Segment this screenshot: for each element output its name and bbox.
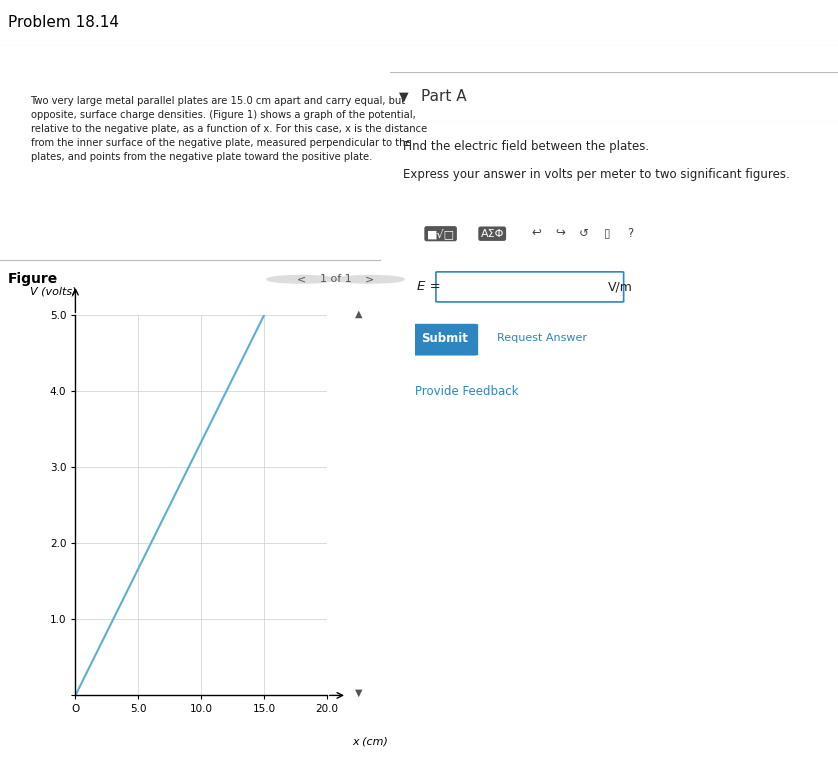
Text: Find the electric field between the plates.: Find the electric field between the plat… <box>403 140 649 153</box>
Text: Problem 18.14: Problem 18.14 <box>8 15 119 30</box>
Text: <: < <box>297 274 306 284</box>
Text: Two very large metal parallel plates are 15.0 cm apart and carry equal, but
oppo: Two very large metal parallel plates are… <box>30 96 427 162</box>
Text: >: > <box>365 274 375 284</box>
Text: ▲: ▲ <box>354 309 362 319</box>
Text: Express your answer in volts per meter to two significant figures.: Express your answer in volts per meter t… <box>403 168 789 181</box>
FancyBboxPatch shape <box>410 324 478 356</box>
Text: ▼: ▼ <box>354 688 362 698</box>
Text: Request Answer: Request Answer <box>497 333 587 343</box>
Text: V/m: V/m <box>608 280 633 293</box>
Text: ↩: ↩ <box>532 227 541 240</box>
Text: ?: ? <box>628 227 634 240</box>
Text: Figure: Figure <box>8 272 58 287</box>
FancyBboxPatch shape <box>436 272 623 302</box>
Text: E =: E = <box>417 280 441 293</box>
Text: Submit: Submit <box>421 331 468 344</box>
Text: ▼: ▼ <box>399 90 408 103</box>
Text: ΑΣΦ: ΑΣΦ <box>480 229 504 239</box>
Text: ■√□: ■√□ <box>427 228 455 239</box>
Circle shape <box>266 276 335 283</box>
Text: x (cm): x (cm) <box>352 736 388 746</box>
Text: Part A: Part A <box>421 90 467 104</box>
Text: ↺: ↺ <box>579 227 588 240</box>
Text: ↪: ↪ <box>556 227 565 240</box>
Text: 1 of 1: 1 of 1 <box>319 274 351 284</box>
Text: Provide Feedback: Provide Feedback <box>415 385 519 398</box>
Text: V (volts): V (volts) <box>30 287 76 296</box>
Circle shape <box>335 276 404 283</box>
Text: ▯: ▯ <box>604 227 610 240</box>
